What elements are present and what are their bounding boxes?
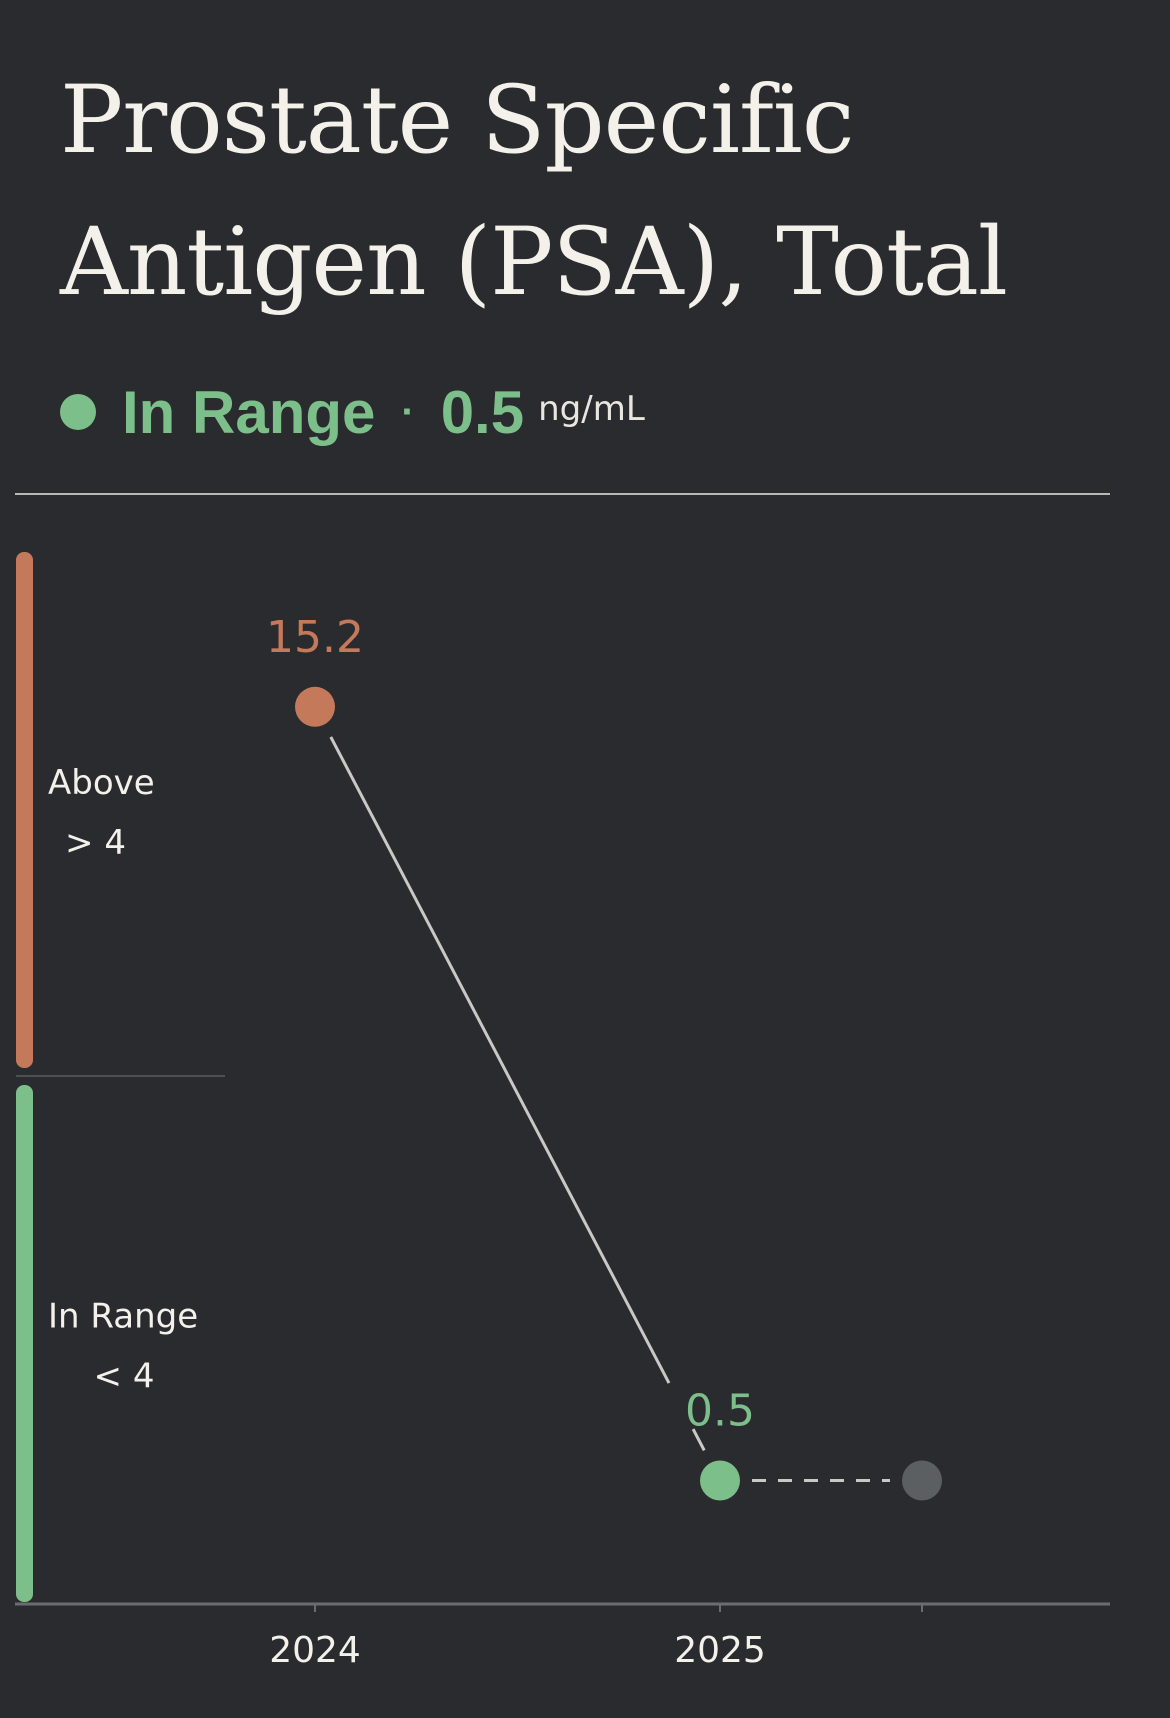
status-unit: ng/mL	[538, 389, 645, 429]
trend-line	[329, 736, 671, 1384]
range-threshold-above: > 4	[65, 823, 126, 863]
x-tick-label-2025: 2025	[674, 1630, 766, 1671]
range-bar-in-range	[16, 1085, 33, 1602]
trend-line-tail	[691, 1428, 706, 1452]
status-value: 0.5	[440, 378, 525, 446]
status-label: In Range	[122, 378, 376, 446]
status-dot-icon	[60, 394, 96, 430]
range-bar-above	[16, 552, 33, 1068]
data-point-2024	[295, 686, 335, 727]
data-point-2025	[700, 1460, 740, 1501]
range-threshold-in-range: < 4	[94, 1357, 155, 1397]
data-label-2025: 0.5	[685, 1386, 755, 1437]
data-label-2024: 15.2	[266, 612, 364, 663]
future-point	[902, 1460, 942, 1501]
range-label-above: Above	[48, 763, 155, 803]
status-summary: In Range · 0.5 ng/mL	[60, 372, 645, 452]
status-separator: ·	[401, 389, 415, 434]
x-tick-label-2024: 2024	[269, 1630, 361, 1671]
range-label-in-range: In Range	[48, 1297, 198, 1337]
page-title: Prostate Specific Antigen (PSA), Total	[60, 66, 1008, 317]
header-divider	[15, 493, 1110, 495]
